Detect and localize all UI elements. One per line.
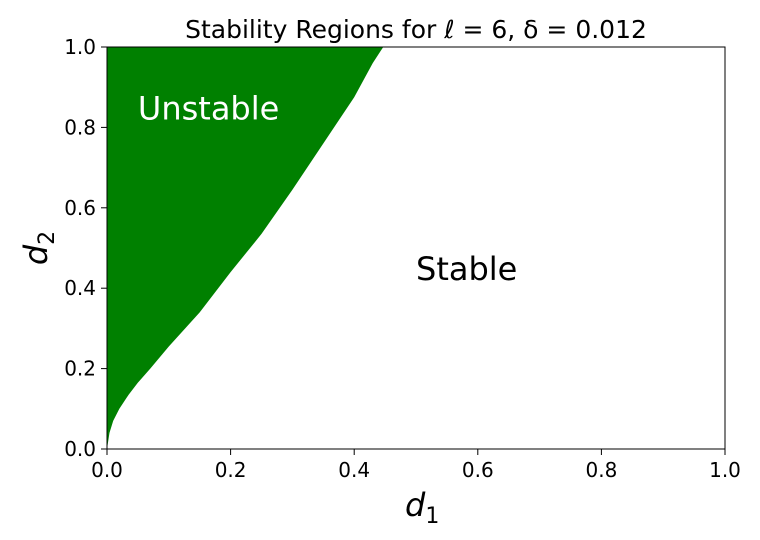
stable-region-label: Stable: [416, 250, 517, 288]
y-axis-ticks: 0.0 0.2 0.4 0.6 0.8 1.0: [64, 35, 107, 461]
x-tick-label: 1.0: [709, 458, 741, 482]
x-axis-label: d1: [405, 486, 439, 529]
y-axis-label: d2: [17, 231, 60, 265]
x-tick-label: 0.0: [91, 458, 123, 482]
y-tick-label: 0.0: [64, 437, 96, 461]
y-tick-label: 0.6: [64, 196, 96, 220]
plot-frame: [106, 46, 726, 450]
x-axis-ticks: 0.0 0.2 0.4 0.6 0.8 1.0: [91, 449, 741, 482]
y-axis-label-sub: 2: [35, 231, 60, 245]
x-tick-label: 0.2: [215, 458, 247, 482]
y-axis-label-base: d: [17, 244, 55, 265]
x-axis-label-base: d: [405, 486, 426, 524]
y-tick-label: 0.4: [64, 276, 96, 300]
x-tick-label: 0.8: [585, 458, 617, 482]
unstable-region: [107, 47, 384, 449]
y-tick-label: 0.8: [64, 115, 96, 139]
x-tick-label: 0.6: [462, 458, 494, 482]
x-axis-label-sub: 1: [425, 504, 439, 529]
y-tick-label: 1.0: [64, 35, 96, 59]
y-tick-label: 0.2: [64, 357, 96, 381]
unstable-region-label: Unstable: [138, 89, 279, 127]
plot-area: Unstable Stable: [106, 46, 726, 450]
x-tick-label: 0.4: [338, 458, 370, 482]
chart-title: Stability Regions for ℓ = 6, δ = 0.012: [185, 15, 647, 44]
